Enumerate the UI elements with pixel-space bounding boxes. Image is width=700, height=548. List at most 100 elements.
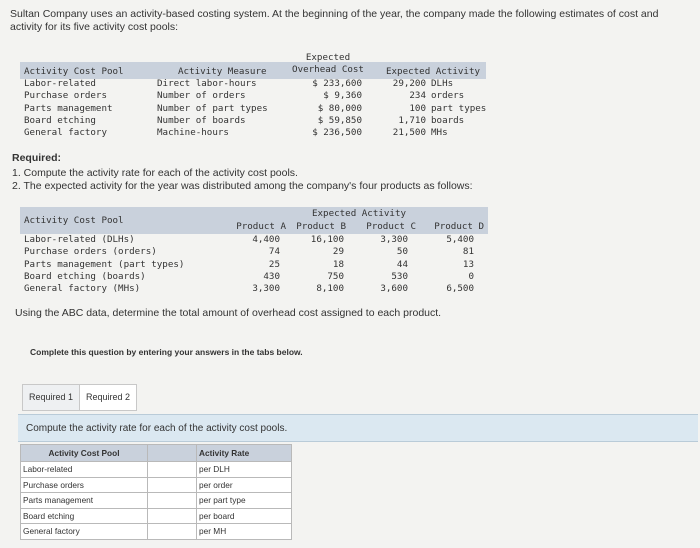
activity-measure: Number of boards [157,114,246,126]
activity-rate-table: Activity Cost Pool Activity Rate Labor-r… [20,444,292,540]
activity-measure: Direct labor-hours [157,78,257,89]
intro-text: Sultan Company uses an activity-based co… [10,8,659,33]
table-row: General factory per MH [20,523,292,540]
product-a-value: 3,300 [252,283,280,295]
overhead-cost: $ 59,850 [317,114,362,126]
product-a-header: Product A [236,221,286,232]
activity-unit: DLHs [431,78,454,89]
required-section: Required: 1. Compute the activity rate f… [12,152,473,193]
product-a-value: 74 [268,246,280,258]
product-d-value: 0 [468,270,474,282]
pools-header-overhead-1: Expected [305,52,351,63]
activity-unit: orders [431,90,465,102]
table-row: Labor-related per DLH [20,461,292,478]
products-col-a: 4,400 74 25 430 3,300 [226,234,280,295]
pool-name: Parts management [24,102,113,114]
required-item-1: 1. Compute the activity rate for each of… [12,167,298,179]
table-row: Parts management per part type [20,492,292,509]
product-c-header: Product C [366,221,416,232]
overhead-cost: $ 233,600 [312,78,362,89]
product-a-value: 25 [268,258,280,270]
product-pool-name: General factory (MHs) [24,283,141,295]
pool-name: Board etching [24,114,96,126]
answer-tabs: Required 1 Required 2 [22,384,138,411]
tab-required-2[interactable]: Required 2 [80,384,138,411]
col-header-rate-input [147,444,197,462]
product-c-value: 44 [396,258,408,270]
col-header-pool: Activity Cost Pool [20,444,148,462]
answer-instruction: Complete this question by entering your … [30,347,303,357]
pool-cell: General factory [20,523,148,540]
pools-header-overhead-2: Overhead Cost [292,64,364,75]
product-c-value: 50 [396,246,408,258]
pools-col-measure: Direct labor-hours Number of orders Numb… [157,78,287,139]
activity-unit: part types [431,102,487,114]
pools-col-qty: 29,200 234 100 1,710 21,500 [380,78,426,139]
col-header-rate: Activity Rate [196,444,292,462]
products-header-expected: Expected Activity [311,208,407,219]
product-d-header: Product D [434,221,484,232]
product-b-value: 8,100 [316,283,344,295]
pools-col-pool: Labor-related Purchase orders Parts mana… [24,78,154,139]
abc-instruction: Using the ABC data, determine the total … [15,307,442,319]
activity-measure: Machine-hours [157,127,229,139]
product-d-value: 5,400 [446,234,474,245]
product-d-value: 81 [462,246,474,258]
rate-unit-cell: per MH [196,523,292,540]
product-pool-name: Purchase orders (orders) [24,246,157,258]
product-pool-name: Labor-related (DLHs) [24,234,135,245]
rate-input-cell[interactable] [147,492,197,509]
pool-cell: Labor-related [20,461,148,478]
rate-input-cell[interactable] [147,523,197,540]
rate-input-cell[interactable] [147,461,197,478]
pool-name: General factory [24,127,107,139]
tab-required-1[interactable]: Required 1 [22,384,81,411]
products-col-b: 16,100 29 18 750 8,100 [290,234,344,295]
product-b-value: 29 [332,246,344,258]
rate-unit-cell: per DLH [196,461,292,478]
product-b-value: 750 [327,270,344,282]
required-item-2: 2. The expected activity for the year wa… [12,180,473,192]
product-b-header: Product B [296,221,346,232]
rate-input-cell[interactable] [147,476,197,493]
product-pool-name: Board etching (boards) [24,270,146,282]
pools-header-pool: Activity Cost Pool [24,66,124,77]
products-col-d: 5,400 81 13 0 6,500 [420,234,474,295]
products-header-pool: Activity Cost Pool [24,215,124,226]
activity-qty: 100 [409,102,426,114]
products-col-pool: Labor-related (DLHs) Purchase orders (or… [24,234,224,295]
activity-qty: 21,500 [392,127,426,139]
table-row: Board etching per board [20,507,292,524]
overhead-cost: $ 9,360 [323,90,362,102]
activity-measure: Number of part types [157,102,268,114]
product-pool-name: Parts management (part types) [24,258,185,270]
product-d-value: 13 [462,258,474,270]
activity-unit: MHs [431,127,448,139]
pools-header-band [20,62,486,79]
rate-unit-cell: per part type [196,492,292,509]
activity-unit: boards [431,114,465,126]
product-c-value: 530 [391,270,408,282]
table-row: Purchase orders per order [20,476,292,493]
pools-col-unit: DLHs orders part types boards MHs [431,78,501,139]
products-header-band [20,207,488,234]
products-col-c: 3,300 50 44 530 3,600 [354,234,408,295]
pool-cell: Purchase orders [20,476,148,493]
product-c-value: 3,300 [380,234,408,245]
pool-cell: Board etching [20,507,148,524]
activity-qty: 1,710 [398,114,426,126]
pool-cell: Parts management [20,492,148,509]
pools-col-cost: $ 233,600 $ 9,360 $ 80,000 $ 59,850 $ 23… [290,78,362,139]
question-banner: Compute the activity rate for each of th… [18,414,698,442]
product-d-value: 6,500 [446,283,474,295]
product-c-value: 3,600 [380,283,408,295]
required-title: Required: [12,152,62,164]
overhead-cost: $ 236,500 [312,127,362,139]
product-a-value: 4,400 [252,234,280,245]
rate-input-cell[interactable] [147,507,197,524]
activity-measure: Number of orders [157,90,246,102]
product-b-value: 16,100 [310,234,344,245]
overhead-cost: $ 80,000 [317,102,362,114]
product-b-value: 18 [332,258,344,270]
pools-header-activity: Expected Activity [385,66,481,77]
